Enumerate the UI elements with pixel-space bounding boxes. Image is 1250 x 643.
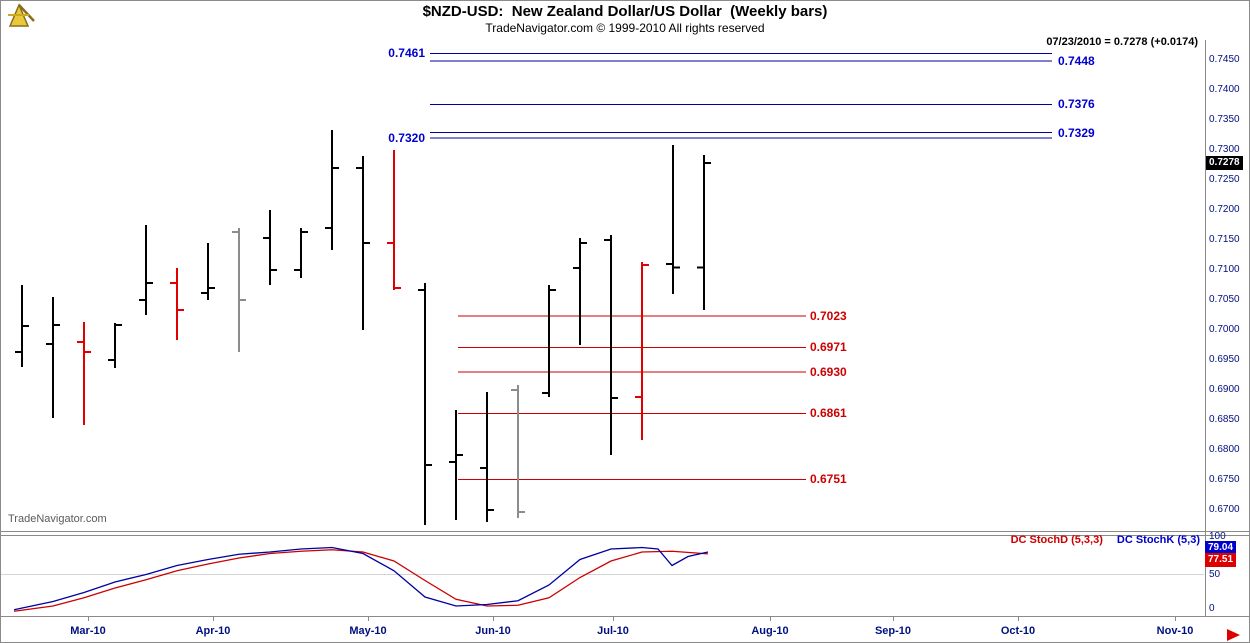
chart-title: $NZD-USD: New Zealand Dollar/US Dollar (…: [422, 3, 828, 20]
stoch-k-value-badge: 79.04: [1205, 540, 1237, 555]
scroll-right-arrow[interactable]: [1227, 629, 1240, 641]
stoch-legend: DC StochD (5,3,3) DC StochK (5,3): [1011, 534, 1200, 546]
watermark: TradeNavigator.com: [8, 513, 107, 525]
stoch-d-line: [13, 549, 709, 612]
stoch-k-label[interactable]: DC StochK (5,3): [1116, 534, 1200, 546]
copyright-subtitle: TradeNavigator.com © 1999-2010 All right…: [485, 21, 765, 35]
last-price-badge: 0.7278: [1206, 156, 1243, 171]
stoch-k-line: [13, 546, 709, 611]
stoch-d-label[interactable]: DC StochD (5,3,3): [1010, 534, 1103, 546]
stoch-d-value-badge: 77.51: [1205, 552, 1237, 567]
last-quote-readout: 07/23/2010 = 0.7278 (+0.0174): [1046, 36, 1198, 48]
trade-navigator-logo: [6, 2, 36, 34]
